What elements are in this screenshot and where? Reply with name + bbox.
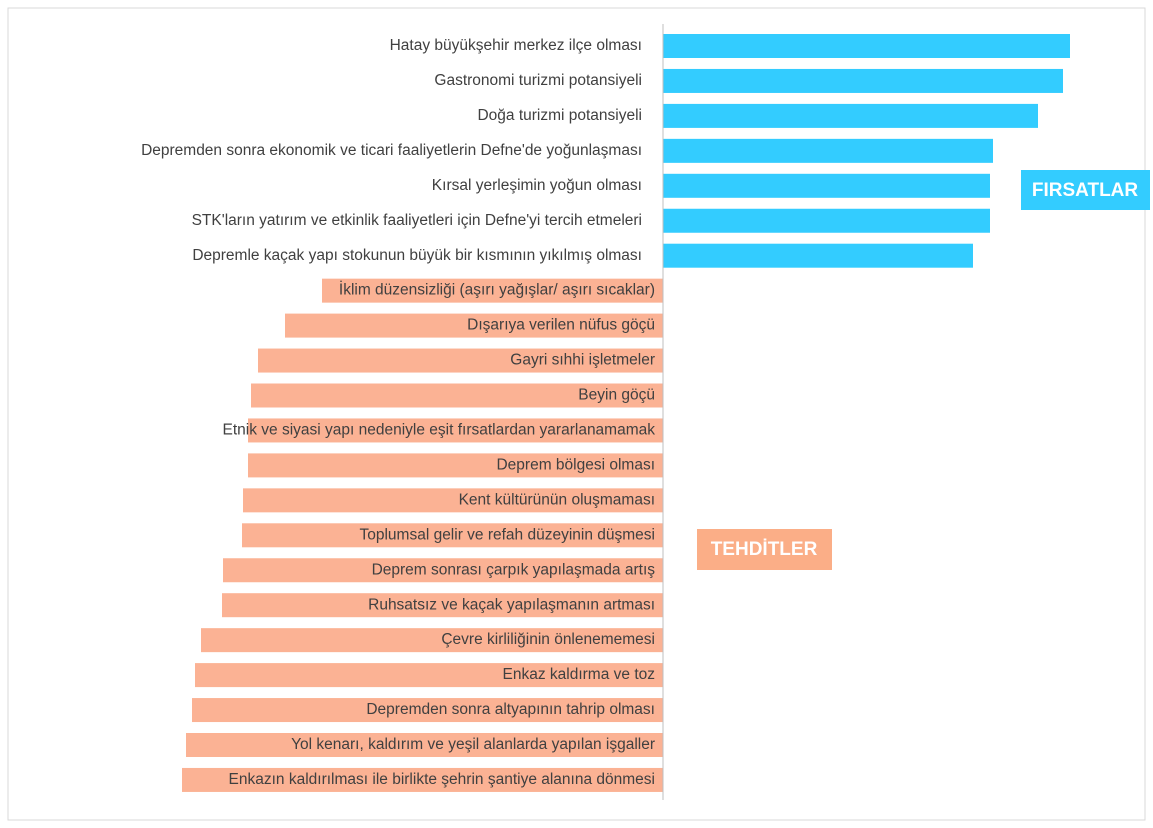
bar bbox=[182, 767, 663, 792]
category-label: Depremle kaçak yapı stokunun büyük bir k… bbox=[192, 247, 642, 264]
bar bbox=[242, 523, 663, 548]
series-tag: FIRSATLAR bbox=[1032, 180, 1139, 201]
bar bbox=[186, 733, 663, 757]
category-label: İklim düzensizliği (aşırı yağışlar/ aşır… bbox=[339, 281, 655, 299]
category-label: Enkazın kaldırılması ile birlikte şehrin… bbox=[229, 771, 655, 788]
category-label: Kırsal yerleşimin yoğun olması bbox=[432, 177, 642, 194]
category-label: Deprem bölgesi olması bbox=[496, 456, 655, 473]
bar bbox=[243, 488, 663, 513]
category-label: Doğa turizmi potansiyeli bbox=[477, 107, 642, 124]
category-label: Etnik ve siyasi yapı nedeniyle eşit fırs… bbox=[223, 422, 656, 439]
category-label: Toplumsal gelir ve refah düzeyinin düşme… bbox=[359, 526, 655, 543]
category-label: Dışarıya verilen nüfus göçü bbox=[467, 317, 655, 334]
bar bbox=[223, 558, 663, 583]
category-label: Depremden sonra altyapının tahrip olması bbox=[366, 701, 655, 718]
category-label: Gastronomi turizmi potansiyeli bbox=[434, 72, 642, 89]
category-label: Enkaz kaldırma ve toz bbox=[503, 666, 655, 683]
tag-box bbox=[697, 529, 832, 570]
bars bbox=[182, 34, 1070, 792]
category-label: Ruhsatsız ve kaçak yapılaşmanın artması bbox=[368, 596, 655, 613]
labels: Hatay büyükşehir merkez ilçe olması Gastr… bbox=[141, 37, 655, 788]
category-label: Kent kültürünün oluşmaması bbox=[459, 491, 655, 508]
bar bbox=[663, 208, 990, 233]
bar bbox=[663, 173, 990, 198]
category-label: Depremden sonra ekonomik ve ticari faali… bbox=[141, 142, 642, 159]
bar bbox=[663, 68, 1063, 93]
bar bbox=[258, 348, 663, 373]
bar bbox=[222, 593, 663, 618]
bar bbox=[248, 453, 663, 478]
bar bbox=[285, 313, 663, 338]
series-tag: TEHDİTLER bbox=[711, 539, 818, 560]
category-label: Hatay büyükşehir merkez ilçe olması bbox=[390, 37, 642, 54]
tag-box bbox=[1021, 170, 1150, 210]
bar bbox=[322, 278, 663, 303]
bar bbox=[248, 418, 663, 443]
bar bbox=[195, 663, 663, 688]
bar bbox=[192, 698, 663, 723]
bar bbox=[663, 103, 1038, 128]
bar bbox=[251, 383, 663, 408]
category-label: STK'ların yatırım ve etkinlik faaliyetle… bbox=[192, 212, 642, 229]
bar bbox=[663, 138, 993, 163]
category-label: Çevre kirliliğinin önlenememesi bbox=[441, 631, 655, 648]
bar bbox=[201, 628, 663, 653]
bar bbox=[663, 34, 1070, 58]
category-label: Beyin göçü bbox=[578, 387, 655, 404]
bar bbox=[663, 243, 973, 268]
category-label: Gayri sıhhi işletmeler bbox=[510, 352, 655, 369]
category-label: Yol kenarı, kaldırım ve yeşil alanlarda … bbox=[291, 736, 655, 753]
category-label: Deprem sonrası çarpık yapılaşmada artış bbox=[372, 561, 656, 578]
